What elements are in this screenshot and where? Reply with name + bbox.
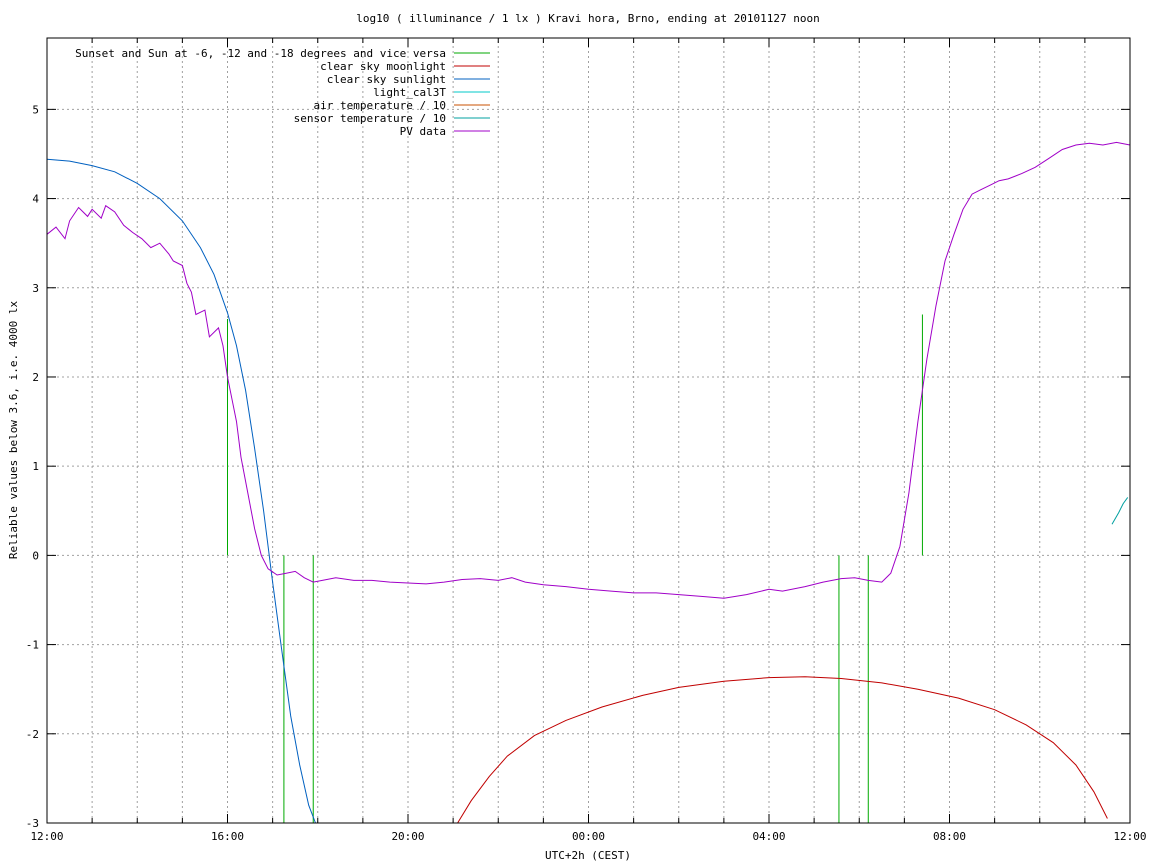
y-tick-label: 5 [32, 103, 39, 116]
grid-lines [47, 38, 1130, 823]
chart-title: log10 ( illuminance / 1 lx ) Kravi hora,… [356, 12, 820, 25]
y-tick-label: 1 [32, 460, 39, 473]
legend-label: clear sky sunlight [327, 73, 446, 86]
y-tick-label: 3 [32, 282, 39, 295]
legend: Sunset and Sun at -6, -12 and -18 degree… [75, 47, 490, 138]
y-tick-label: -1 [26, 639, 39, 652]
series-clear-sky-moonlight-line [457, 676, 1108, 824]
series-pv-data-line [46, 141, 1131, 599]
series-sensor-temperature-10-line [1111, 497, 1129, 525]
x-tick-label: 12:00 [30, 830, 63, 843]
legend-label: sensor temperature / 10 [294, 112, 446, 125]
x-tick-label: 00:00 [572, 830, 605, 843]
legend-label: air temperature / 10 [314, 99, 446, 112]
y-tick-label: -2 [26, 728, 39, 741]
y-tick-label: 4 [32, 193, 39, 206]
x-tick-label: 04:00 [752, 830, 785, 843]
legend-label: light_cal3T [373, 86, 446, 99]
legend-label: Sunset and Sun at -6, -12 and -18 degree… [75, 47, 446, 60]
legend-label: clear sky moonlight [320, 60, 446, 73]
legend-label: PV data [400, 125, 446, 138]
y-tick-label: 0 [32, 549, 39, 562]
x-tick-label: 12:00 [1113, 830, 1146, 843]
y-tick-label: -3 [26, 817, 39, 830]
y-tick-label: 2 [32, 371, 39, 384]
plot-series [46, 141, 1131, 824]
series-sunset-and-sun-at-6-12-and-18-degrees-and-vice-versa [227, 314, 923, 823]
x-axis-label: UTC+2h (CEST) [545, 849, 631, 862]
axis-ticks: 12:00 16:00 20:00 00:00 04:00 08:00 12:00-3-2-… [26, 38, 1147, 843]
y-axis-label: Reliable values below 3.6, i.e. 4000 lx [7, 300, 20, 559]
x-tick-label: 16:00 [211, 830, 244, 843]
x-tick-label: 08:00 [933, 830, 966, 843]
series-clear-sky-sunlight-line [46, 158, 316, 824]
x-tick-label: 20:00 [391, 830, 424, 843]
plot-frame [46, 37, 1131, 824]
